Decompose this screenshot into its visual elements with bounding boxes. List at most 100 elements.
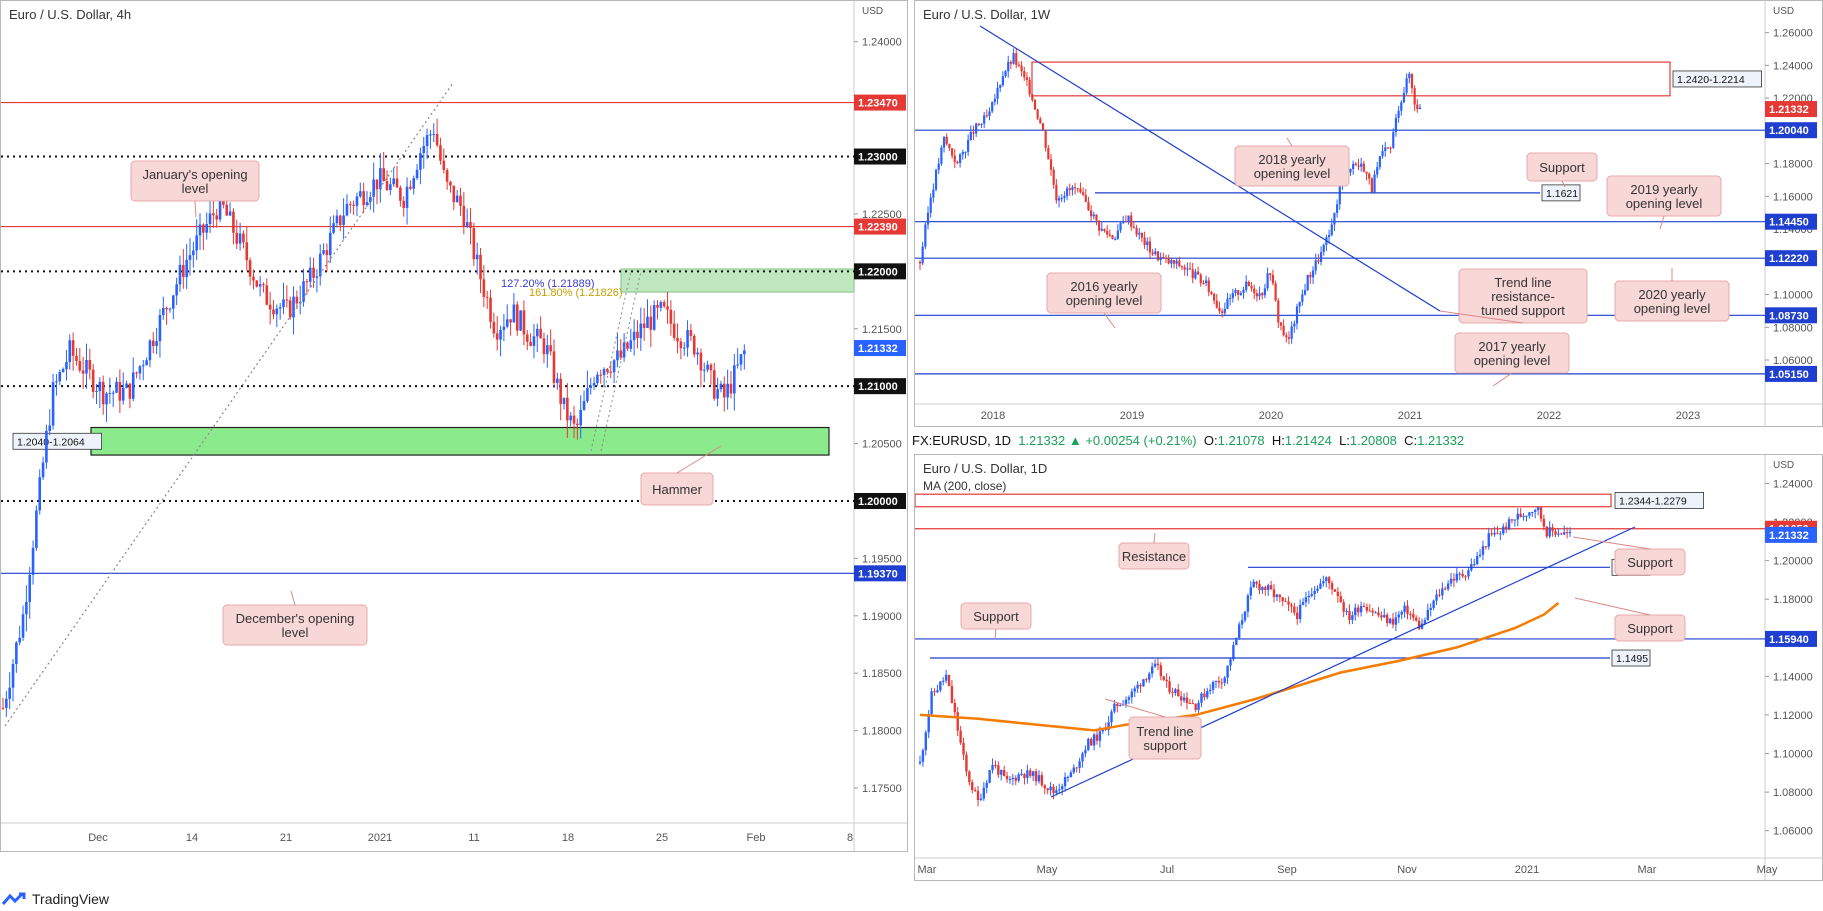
candle-body: [1052, 169, 1055, 185]
zone-rect: [1031, 61, 1671, 97]
candle-body: [115, 381, 118, 393]
price-tag-label: 1.20000: [858, 496, 898, 508]
candle-body: [1304, 597, 1308, 603]
chart-1d-svg[interactable]: 1.240001.220001.200001.180001.160001.140…: [915, 455, 1822, 880]
candle-body: [1002, 770, 1006, 777]
y-tick-label: 1.08000: [1773, 322, 1813, 334]
candle-body: [1017, 64, 1021, 66]
candle-body: [135, 372, 138, 374]
candle-body: [1127, 697, 1131, 700]
candle-body: [1360, 163, 1363, 167]
candle-body: [1156, 663, 1160, 666]
candle-body: [1231, 293, 1234, 299]
chart-panel-1w[interactable]: 1.260001.240001.220001.200001.180001.160…: [914, 0, 1823, 427]
candle-body: [1031, 771, 1035, 776]
candle-body: [1119, 222, 1122, 231]
candle-body: [947, 674, 951, 686]
tradingview-brand[interactable]: TradingView: [2, 889, 109, 909]
candle-body: [1204, 280, 1208, 284]
candle-body: [282, 299, 285, 308]
support-label: 1.1621: [1546, 188, 1578, 200]
callout-2019-pointer: [1659, 215, 1665, 230]
candle-body: [719, 383, 723, 390]
x-tick-label: 14: [186, 832, 198, 844]
candle-body: [1136, 684, 1139, 689]
candle-body: [1287, 601, 1290, 605]
candle-body: [389, 184, 392, 191]
candle-body: [439, 145, 442, 161]
candle-body: [1349, 169, 1352, 173]
candle-body: [1243, 611, 1247, 621]
candle-body: [1384, 147, 1387, 152]
candle-body: [31, 547, 35, 575]
callout-resistance-d-text: Resistance: [1122, 549, 1186, 564]
candle-body: [1188, 703, 1192, 705]
candle-body: [1098, 220, 1101, 231]
y-tick-label: 1.20000: [1773, 556, 1813, 568]
candle-body: [91, 369, 95, 392]
candle-body: [1211, 681, 1215, 690]
candle-body: [1455, 573, 1459, 581]
candle-body: [529, 341, 532, 346]
candle-body: [942, 680, 945, 682]
candle-body: [1207, 280, 1210, 292]
candle-body: [1342, 602, 1345, 612]
candle-body: [21, 614, 25, 638]
candle-body: [1400, 611, 1403, 615]
candle-body: [927, 714, 930, 733]
candle-body: [1409, 614, 1412, 616]
chart-1w-svg[interactable]: 1.260001.240001.220001.200001.180001.160…: [915, 1, 1822, 426]
zone-label-box: [12, 432, 102, 450]
candle-body: [472, 227, 476, 260]
candle-body: [305, 281, 309, 283]
candle-body: [586, 387, 589, 402]
x-tick-label: 2021: [1398, 410, 1422, 422]
candle-body: [1055, 790, 1058, 794]
candle-body: [318, 253, 322, 277]
candle-body: [1416, 104, 1419, 110]
candle-body: [1179, 696, 1183, 701]
candle-body: [1370, 178, 1373, 193]
candle-body: [1417, 620, 1421, 629]
zone-label: 1.2420-1.2214: [1677, 74, 1745, 86]
candle-body: [1100, 228, 1103, 231]
candle-body: [402, 200, 406, 208]
candle-body: [435, 133, 439, 146]
y-tick-label: 1.06000: [1773, 355, 1813, 367]
chart-panel-1d[interactable]: 1.240001.220001.200001.180001.160001.140…: [914, 454, 1823, 881]
candle-body: [1365, 606, 1369, 611]
candle-body: [1106, 230, 1109, 235]
candle-body: [1188, 268, 1192, 270]
price-tag-label: 1.12220: [1769, 253, 1809, 265]
candle-body: [288, 300, 292, 318]
candle-body: [1235, 637, 1238, 646]
candle-body: [1405, 78, 1408, 93]
x-tick-label: 11: [468, 832, 479, 844]
candle-body: [1250, 285, 1253, 289]
chart-4h-svg[interactable]: 1.240001.235001.230001.225001.220001.215…: [1, 1, 907, 851]
y-tick-label: 1.22500: [862, 209, 902, 221]
candle-body: [985, 115, 988, 117]
candle-body: [415, 169, 419, 179]
candle-body: [1009, 61, 1013, 64]
candle-body: [1220, 682, 1223, 684]
candle-body: [1182, 697, 1186, 701]
candle-body: [994, 765, 997, 767]
price-tag: [854, 565, 906, 582]
x-tick-label: 25: [656, 832, 668, 844]
price-change: +0.00254 (+0.21%): [1085, 433, 1197, 448]
y-tick-label: 1.20500: [862, 439, 902, 451]
y-tick-label: 1.12000: [1773, 710, 1813, 722]
trend-line-dotted: [600, 270, 642, 452]
candle-body: [1095, 214, 1098, 221]
callout-december-text: December's opening: [236, 611, 355, 626]
candle-body: [1116, 230, 1119, 239]
candle-body: [1174, 689, 1177, 694]
candle-body: [385, 181, 389, 191]
candle-body: [1545, 526, 1548, 537]
candle-body: [682, 347, 686, 349]
candle-body: [959, 154, 962, 164]
candle-body: [1084, 194, 1087, 202]
candle-body: [238, 233, 242, 244]
chart-panel-4h[interactable]: 1.240001.235001.230001.225001.220001.215…: [0, 0, 908, 852]
